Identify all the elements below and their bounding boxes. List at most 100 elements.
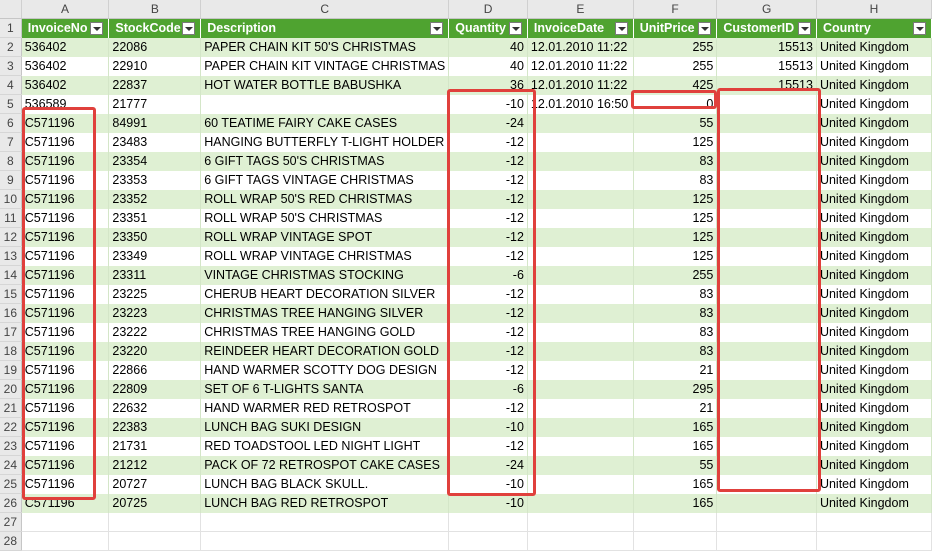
cell-invoiceno[interactable]: 536589 — [21, 94, 110, 114]
row-number[interactable]: 12 — [0, 227, 22, 247]
cell-country[interactable]: United Kingdom — [816, 113, 932, 133]
cell-quantity[interactable]: -12 — [448, 322, 528, 342]
cell-description[interactable]: ROLL WRAP VINTAGE CHRISTMAS — [200, 246, 450, 266]
cell-invoiceno[interactable]: C571196 — [21, 493, 110, 513]
cell-description[interactable]: ROLL WRAP VINTAGE SPOT — [200, 227, 450, 247]
cell-country[interactable]: United Kingdom — [816, 417, 932, 437]
cell-unitprice[interactable]: 165 — [633, 436, 718, 456]
row-number[interactable]: 15 — [0, 284, 22, 304]
row-number[interactable]: 8 — [0, 151, 22, 171]
row-number[interactable]: 22 — [0, 417, 22, 437]
cell-unitprice[interactable]: 125 — [633, 132, 718, 152]
row-number[interactable]: 6 — [0, 113, 22, 133]
cell-description[interactable]: PAPER CHAIN KIT VINTAGE CHRISTMAS — [200, 56, 450, 76]
cell-invoicedate[interactable] — [527, 265, 634, 285]
empty-cell[interactable] — [448, 531, 528, 551]
cell-invoicedate[interactable] — [527, 246, 634, 266]
cell-invoicedate[interactable] — [527, 132, 634, 152]
cell-description[interactable]: HAND WARMER RED RETROSPOT — [200, 398, 450, 418]
empty-cell[interactable] — [527, 531, 634, 551]
cell-customerid[interactable] — [716, 208, 817, 228]
cell-description[interactable]: LUNCH BAG SUKI DESIGN — [200, 417, 450, 437]
cell-invoicedate[interactable]: 12.01.2010 11:22 — [527, 75, 634, 95]
cell-customerid[interactable] — [716, 246, 817, 266]
cell-quantity[interactable]: 40 — [448, 56, 528, 76]
cell-invoiceno[interactable]: C571196 — [21, 474, 110, 494]
cell-country[interactable]: United Kingdom — [816, 474, 932, 494]
header-cell-invoicedate[interactable]: InvoiceDate — [527, 18, 634, 38]
row-number[interactable]: 7 — [0, 132, 22, 152]
cell-invoiceno[interactable]: C571196 — [21, 227, 110, 247]
cell-stockcode[interactable]: 22866 — [108, 360, 202, 380]
cell-customerid[interactable] — [716, 417, 817, 437]
cell-country[interactable]: United Kingdom — [816, 94, 932, 114]
cell-customerid[interactable] — [716, 341, 817, 361]
cell-country[interactable]: United Kingdom — [816, 360, 932, 380]
cell-unitprice[interactable]: 0 — [633, 94, 718, 114]
row-number[interactable]: 13 — [0, 246, 22, 266]
column-header-d[interactable]: D — [448, 0, 528, 19]
cell-customerid[interactable]: 15513 — [716, 37, 817, 57]
row-number[interactable]: 28 — [0, 531, 22, 551]
cell-stockcode[interactable]: 23349 — [108, 246, 202, 266]
cell-invoiceno[interactable]: C571196 — [21, 417, 110, 437]
cell-quantity[interactable]: -12 — [448, 303, 528, 323]
cell-quantity[interactable]: -6 — [448, 265, 528, 285]
cell-unitprice[interactable]: 165 — [633, 474, 718, 494]
row-number[interactable]: 2 — [0, 37, 22, 57]
cell-unitprice[interactable]: 255 — [633, 265, 718, 285]
cell-stockcode[interactable]: 20725 — [108, 493, 202, 513]
cell-stockcode[interactable]: 23223 — [108, 303, 202, 323]
column-header-c[interactable]: C — [200, 0, 450, 19]
cell-country[interactable]: United Kingdom — [816, 341, 932, 361]
cell-customerid[interactable] — [716, 322, 817, 342]
cell-stockcode[interactable]: 23353 — [108, 170, 202, 190]
row-number[interactable]: 9 — [0, 170, 22, 190]
row-number[interactable]: 11 — [0, 208, 22, 228]
cell-invoicedate[interactable] — [527, 303, 634, 323]
cell-description[interactable]: PAPER CHAIN KIT 50'S CHRISTMAS — [200, 37, 450, 57]
row-number[interactable]: 1 — [0, 18, 22, 38]
cell-quantity[interactable]: -12 — [448, 170, 528, 190]
cell-quantity[interactable]: 40 — [448, 37, 528, 57]
cell-country[interactable]: United Kingdom — [816, 246, 932, 266]
cell-description[interactable]: CHRISTMAS TREE HANGING SILVER — [200, 303, 450, 323]
cell-invoiceno[interactable]: C571196 — [21, 189, 110, 209]
cell-invoicedate[interactable] — [527, 170, 634, 190]
cell-unitprice[interactable]: 83 — [633, 170, 718, 190]
cell-country[interactable]: United Kingdom — [816, 170, 932, 190]
cell-quantity[interactable]: -12 — [448, 189, 528, 209]
empty-cell[interactable] — [816, 531, 932, 551]
cell-unitprice[interactable]: 165 — [633, 417, 718, 437]
cell-country[interactable]: United Kingdom — [816, 37, 932, 57]
cell-description[interactable]: HOT WATER BOTTLE BABUSHKA — [200, 75, 450, 95]
cell-quantity[interactable]: -10 — [448, 474, 528, 494]
row-number[interactable]: 17 — [0, 322, 22, 342]
cell-description[interactable]: LUNCH BAG BLACK SKULL. — [200, 474, 450, 494]
cell-quantity[interactable]: -12 — [448, 436, 528, 456]
cell-unitprice[interactable]: 125 — [633, 246, 718, 266]
filter-dropdown-icon[interactable] — [508, 21, 522, 35]
row-number[interactable]: 26 — [0, 493, 22, 513]
cell-unitprice[interactable]: 125 — [633, 227, 718, 247]
cell-stockcode[interactable]: 22632 — [108, 398, 202, 418]
cell-unitprice[interactable]: 125 — [633, 189, 718, 209]
cell-quantity[interactable]: -12 — [448, 246, 528, 266]
row-number[interactable]: 23 — [0, 436, 22, 456]
cell-quantity[interactable]: -12 — [448, 208, 528, 228]
cell-unitprice[interactable]: 83 — [633, 284, 718, 304]
cell-unitprice[interactable]: 83 — [633, 341, 718, 361]
cell-stockcode[interactable]: 23350 — [108, 227, 202, 247]
cell-description[interactable]: 60 TEATIME FAIRY CAKE CASES — [200, 113, 450, 133]
column-header-g[interactable]: G — [716, 0, 817, 19]
row-number[interactable]: 24 — [0, 455, 22, 475]
row-number[interactable]: 10 — [0, 189, 22, 209]
cell-country[interactable]: United Kingdom — [816, 56, 932, 76]
cell-stockcode[interactable]: 23483 — [108, 132, 202, 152]
cell-stockcode[interactable]: 23351 — [108, 208, 202, 228]
cell-invoicedate[interactable] — [527, 493, 634, 513]
filter-dropdown-icon[interactable] — [913, 21, 926, 35]
cell-invoiceno[interactable]: C571196 — [21, 151, 110, 171]
column-header-h[interactable]: H — [816, 0, 932, 19]
cell-country[interactable]: United Kingdom — [816, 132, 932, 152]
